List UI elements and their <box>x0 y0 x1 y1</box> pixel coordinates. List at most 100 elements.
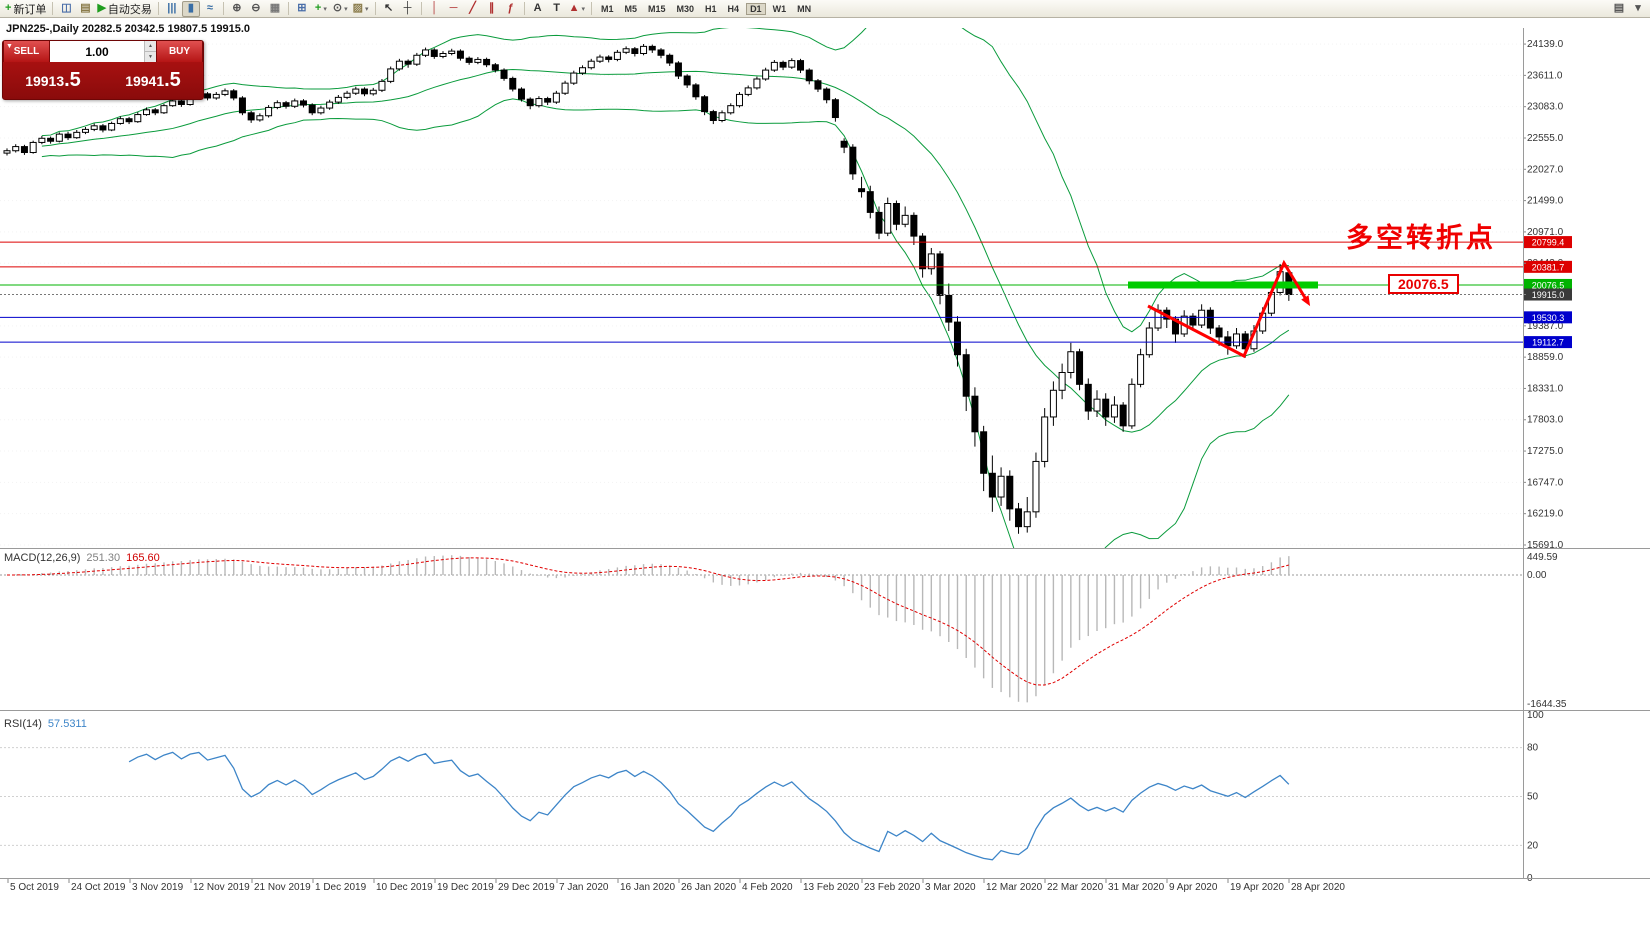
trendline-button[interactable]: ╱ <box>464 1 482 17</box>
turning-point-annotation[interactable]: 多空转折点 <box>1346 223 1496 253</box>
zoom-in-button[interactable]: ⊕ <box>228 1 246 17</box>
candle <box>500 69 508 79</box>
candle <box>151 109 159 114</box>
candle <box>238 97 246 114</box>
text-label-icon: T <box>553 2 560 14</box>
new-order-button[interactable]: + 新订单 <box>3 1 48 17</box>
candle <box>744 87 752 95</box>
window-list-button[interactable]: ▤ <box>1610 1 1628 17</box>
profiles-button[interactable]: ▤ <box>76 1 94 17</box>
crosshair-button[interactable]: ┼ <box>399 1 417 17</box>
candle <box>1076 351 1084 385</box>
text-label-button[interactable]: T <box>548 1 566 17</box>
candle <box>1145 327 1153 356</box>
candle <box>788 60 796 68</box>
macd-axis-label: 0.00 <box>1527 570 1547 581</box>
candle <box>919 235 927 270</box>
toolbar-separator <box>374 2 376 15</box>
candle <box>552 92 560 103</box>
chart-canvas[interactable]: 15691.0 16219.0 16747.0 17275.0 17803.0 18331… <box>0 18 1650 943</box>
price-axis-label: 23611.0 <box>1527 70 1563 81</box>
lot-decrease-button[interactable]: ▼ <box>145 52 156 62</box>
candle <box>308 104 316 114</box>
lot-size-input[interactable] <box>50 41 144 62</box>
timeframe-W1-button[interactable]: W1 <box>772 3 787 14</box>
candle <box>1015 508 1023 528</box>
new-order-label: 新订单 <box>13 3 47 16</box>
timeframe-H1-button[interactable]: H1 <box>705 3 717 14</box>
text-button[interactable]: A <box>529 1 547 17</box>
templates-button[interactable]: ▨ ▾ <box>351 1 371 17</box>
toolbar-options-button[interactable]: ▾ <box>1629 1 1647 17</box>
price-label-box[interactable]: 20076.5 <box>1388 274 1459 294</box>
candle <box>1119 404 1127 427</box>
cursor-icon: ↖ <box>383 2 394 14</box>
candle <box>596 56 604 62</box>
vertical-line-button[interactable]: │ <box>426 1 444 17</box>
candle <box>927 253 935 270</box>
cursor-button[interactable]: ↖ <box>380 1 398 17</box>
grid-button[interactable]: ▦ <box>266 1 284 17</box>
arrows-button[interactable]: ▲ ▾ <box>567 1 587 17</box>
chart-window-button[interactable]: ◫ <box>57 1 75 17</box>
timeframe-M30-button[interactable]: M30 <box>676 3 695 14</box>
sell-button[interactable]: SELL <box>3 41 50 62</box>
candlestick-mode-button[interactable]: ▮ <box>181 0 200 17</box>
chart-area: 15691.0 16219.0 16747.0 17275.0 17803.0 18331… <box>0 18 1650 943</box>
timeframe-D1-button[interactable]: D1 <box>746 2 766 15</box>
bar-chart-mode-button[interactable]: ||| <box>163 1 181 17</box>
candle <box>892 203 900 225</box>
indicators-button[interactable]: + ▾ <box>312 1 330 17</box>
candle <box>29 141 37 154</box>
zoom-out-button[interactable]: ⊖ <box>247 1 265 17</box>
candle <box>988 472 996 498</box>
time-axis-label: 19 Dec 2019 <box>437 882 494 893</box>
candle <box>805 69 813 82</box>
candle <box>1128 383 1136 427</box>
periods-button[interactable]: ⊙ ▾ <box>331 1 350 17</box>
timeframe-M1-button[interactable]: M1 <box>600 3 614 14</box>
horizontal-line-button[interactable]: ─ <box>445 1 463 17</box>
timeframe-M5-button[interactable]: M5 <box>624 3 637 14</box>
arrows-dropdown-icon[interactable]: ▾ <box>581 5 585 13</box>
lot-increase-button[interactable]: ▲ <box>145 41 156 52</box>
tile-windows-button[interactable]: ⊞ <box>293 1 311 17</box>
candle <box>3 150 11 154</box>
time-axis-label: 24 Oct 2019 <box>71 882 126 893</box>
macd-axis-label: -1644.35 <box>1527 699 1567 710</box>
buy-button[interactable]: BUY <box>156 41 203 62</box>
candle <box>683 75 691 86</box>
candle <box>1110 404 1118 418</box>
candle <box>1041 416 1049 462</box>
templates-dropdown-icon[interactable]: ▾ <box>365 5 369 13</box>
time-axis-label: 21 Nov 2019 <box>254 882 311 893</box>
equidistant-channel-button[interactable]: ∥ <box>483 1 501 17</box>
trendline-icon: ╱ <box>469 2 476 14</box>
candle <box>143 109 151 116</box>
candle <box>587 60 595 69</box>
candle <box>125 118 133 123</box>
timeframe-M15-button[interactable]: M15 <box>648 3 666 14</box>
candle <box>657 49 665 56</box>
candle <box>509 77 517 90</box>
line-chart-mode-button[interactable]: ≈ <box>201 1 219 17</box>
fibonacci-button[interactable]: ƒ <box>502 1 520 17</box>
candle <box>701 96 709 113</box>
timeframe-MN-button[interactable]: MN <box>797 3 812 14</box>
trend-zigzag-arrow[interactable] <box>1147 259 1309 359</box>
candle <box>12 146 20 152</box>
trade-panel-collapse-icon[interactable]: ▼ <box>6 43 13 50</box>
autotrading-button[interactable]: ▶ 自动交易 <box>95 1 153 17</box>
candle <box>160 105 168 114</box>
candle <box>404 60 412 65</box>
price-axis-label: 16747.0 <box>1527 477 1564 488</box>
candle <box>875 211 883 234</box>
toolbar-separator <box>287 2 289 15</box>
zigzag-arrowhead-icon <box>1301 295 1311 307</box>
periods-dropdown-icon[interactable]: ▾ <box>344 5 348 13</box>
indicators-dropdown-icon[interactable]: ▾ <box>323 5 327 13</box>
candle <box>343 92 351 98</box>
timeframe-H4-button[interactable]: H4 <box>727 3 740 14</box>
candle <box>247 112 255 121</box>
price-badge <box>1524 288 1572 301</box>
